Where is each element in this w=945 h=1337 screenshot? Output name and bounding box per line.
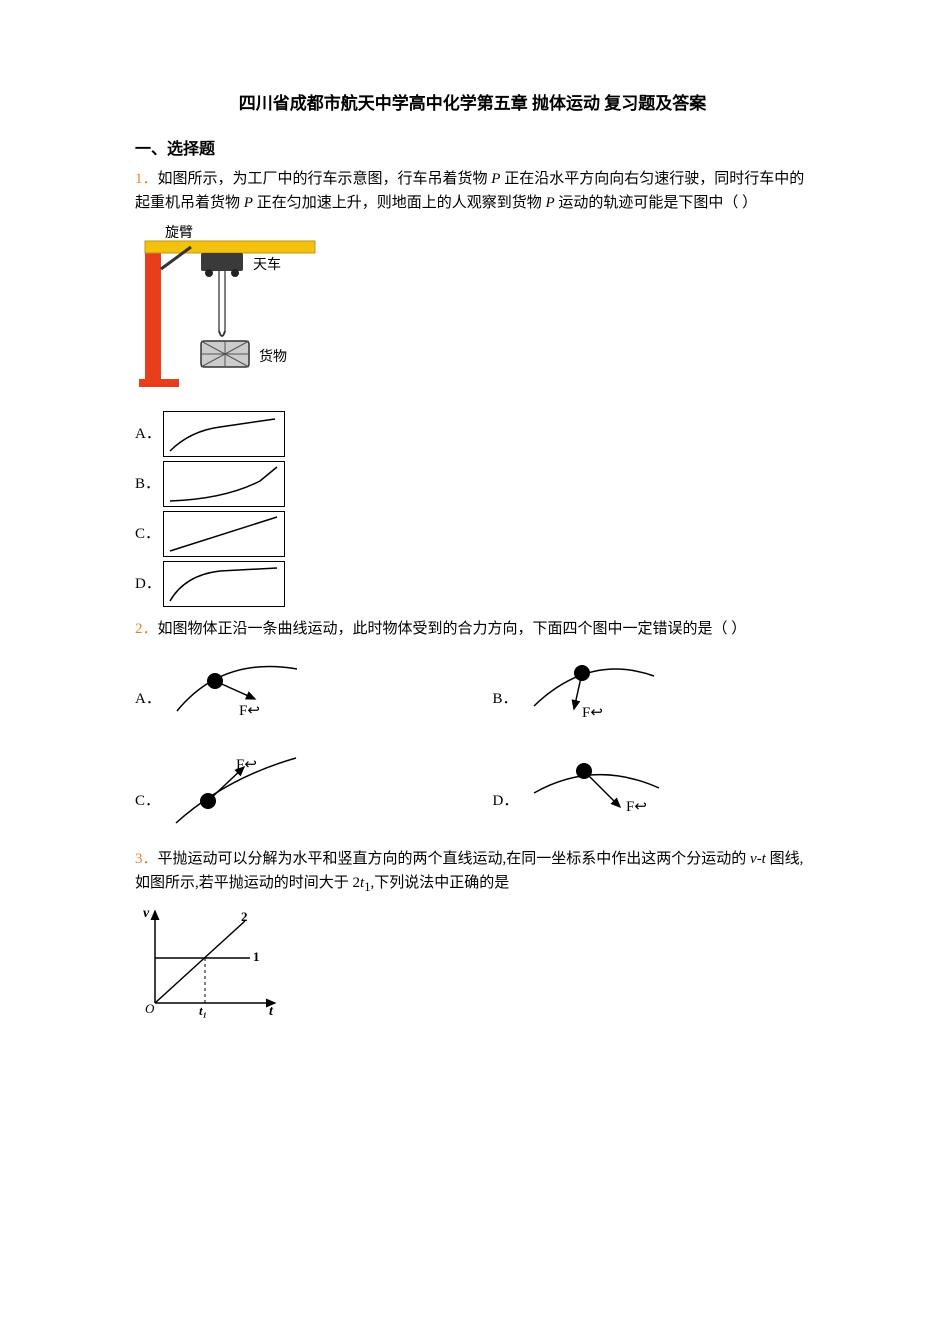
page-container: 四川省成都市航天中学高中化学第五章 抛体运动 复习题及答案 一、选择题 1．如图… [0,0,945,1086]
q1-text-part2: 正在匀加速上升，则地面上的人观察到货物 [253,195,546,211]
question-3-text: 3．平抛运动可以分解为水平和竖直方向的两个直线运动,在同一坐标系中作出这两个分运… [135,847,810,897]
q1-option-c-thumb [163,511,285,557]
q1-option-c-label: C． [135,522,163,546]
question-1-number: 1． [135,171,158,187]
crane-column [145,241,161,381]
q2-diagram-d: F↩ [524,753,669,831]
q2-option-b: B． F↩ [493,651,811,729]
q2-options-grid: A． F↩ B． F↩ C． [135,651,810,831]
q2a-arrow [215,681,255,699]
q1-text-part2b: 运动的轨迹可能是下图中（ ） [555,195,758,211]
q1-option-a: A． [135,411,810,457]
origin-label: O [145,1001,155,1016]
label-trolley: 天车 [253,256,281,273]
q3-text-3: ,下列说法中正确的是 [370,875,509,891]
q1-var-p2: P [244,195,253,211]
q2-option-d: D． F↩ [493,753,811,831]
question-3-number: 3． [135,851,158,867]
question-2-number: 2． [135,621,158,637]
x-label: t [269,1004,274,1018]
q2d-force-label: F↩ [626,799,647,815]
q2-option-c-label: C． [135,789,160,831]
line1-label: 1 [253,949,260,964]
q1-option-a-label: A． [135,422,163,446]
q1-curve-b-path [170,467,277,501]
q2b-force-label: F↩ [582,705,603,721]
q1-option-b: B． [135,461,810,507]
q2c-force-label: F↩ [236,757,257,773]
q1-option-d: D． [135,561,810,607]
q3-graph: v t O t₁ 1 2 [135,903,810,1026]
q1-curve-b [165,463,283,505]
q2-option-c: C． F↩ [135,753,453,831]
q2-diagram-a: F↩ [167,651,312,729]
q1-option-d-label: D． [135,572,163,596]
q3-vt: v-t [750,851,766,867]
q1-option-d-thumb [163,561,285,607]
q1-curve-d [165,563,283,605]
q2-diagram-b: F↩ [524,651,669,729]
q2-option-b-label: B． [493,687,518,729]
t1-label: t₁ [199,1003,207,1018]
q1-curve-c [165,513,283,555]
q1-option-b-label: B． [135,472,163,496]
trolley-wheel-2 [231,269,239,277]
q1-option-b-thumb [163,461,285,507]
crane-beam [145,241,315,253]
label-arm: 旋臂 [165,225,193,241]
question-1-text: 1．如图所示，为工厂中的行车示意图，行车吊着货物 P 正在沿水平方向向右匀速行驶… [135,167,810,215]
label-cargo: 货物 [259,348,287,365]
document-title: 四川省成都市航天中学高中化学第五章 抛体运动 复习题及答案 [135,90,810,117]
y-label: v [143,906,150,921]
q1-text-part1: 如图所示，为工厂中的行车示意图，行车吊着货物 [158,171,492,187]
q2-option-a-label: A． [135,687,161,729]
q1-option-c: C． [135,511,810,557]
q2a-curve [177,666,297,710]
q2-option-a: A． F↩ [135,651,453,729]
hook [219,331,225,336]
q1-var-p3: P [545,195,554,211]
q1-curve-a [165,413,283,455]
q2-diagram-c: F↩ [166,753,311,831]
q1-curve-c-path [170,517,277,551]
crane-diagram: 旋臂 天车 货物 [135,223,810,401]
q1-option-a-thumb [163,411,285,457]
cargo-hatch [201,341,249,367]
q1-curve-d-path [170,568,277,601]
crane-svg: 旋臂 天车 货物 [135,223,325,393]
question-2-text: 2．如图物体正沿一条曲线运动，此时物体受到的合力方向，下面四个图中一定错误的是（… [135,617,810,641]
q2d-arrow [584,771,620,807]
q2a-force-label: F↩ [239,703,260,719]
q2b-curve [534,669,654,706]
trolley-wheel-1 [205,269,213,277]
q3-vt-graph: v t O t₁ 1 2 [135,903,285,1018]
line2-label: 2 [241,909,248,924]
q1-curve-a-path [170,419,275,451]
crane-base [139,379,179,387]
q2-body: 如图物体正沿一条曲线运动，此时物体受到的合力方向，下面四个图中一定错误的是（ ） [158,621,747,637]
q3-text-1: 平抛运动可以分解为水平和竖直方向的两个直线运动,在同一坐标系中作出这两个分运动的 [158,851,751,867]
section-1-heading: 一、选择题 [135,137,810,163]
q2-option-d-label: D． [493,789,519,831]
line-2 [155,921,245,1003]
crane-trolley [201,253,243,271]
